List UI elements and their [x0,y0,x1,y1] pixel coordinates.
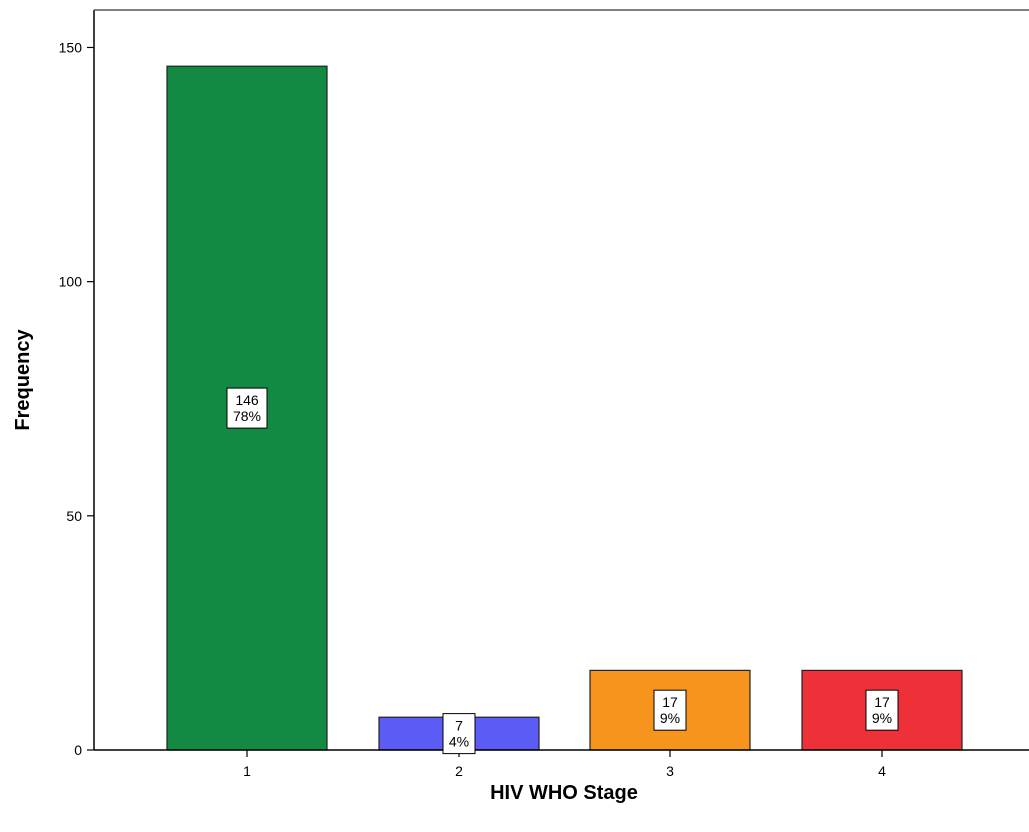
data-label-4: 179% [865,689,899,731]
y-tick-label: 50 [66,508,82,524]
x-tick-label: 2 [455,763,463,779]
data-label-count: 7 [455,718,463,734]
y-axis-title: Frequency [12,329,34,431]
x-axis-ticks: 1 2 3 4 [243,750,886,779]
data-label-count: 146 [235,392,259,408]
y-tick-label: 100 [59,274,83,290]
data-label-percent: 78% [233,408,261,424]
data-label-percent: 4% [449,734,469,750]
x-tick-label: 3 [666,763,674,779]
y-tick-label: 0 [74,742,82,758]
y-axis-ticks: 0 50 100 150 [59,39,94,758]
plot-frame [93,9,1029,750]
x-axis-title: HIV WHO Stage [490,782,638,804]
data-label-box [865,689,899,731]
data-label-box [442,713,476,755]
data-label-count: 17 [874,694,890,710]
bars [166,65,963,751]
data-label-count: 17 [662,694,678,710]
data-label-3: 179% [653,689,687,731]
y-tick-label: 150 [59,39,83,55]
data-label-box [653,689,687,731]
data-label-2: 74% [442,713,476,755]
data-label-percent: 9% [872,710,892,726]
x-tick-label: 4 [878,763,886,779]
data-label-box [226,387,268,429]
x-tick-label: 1 [243,763,251,779]
data-label-percent: 9% [660,710,680,726]
